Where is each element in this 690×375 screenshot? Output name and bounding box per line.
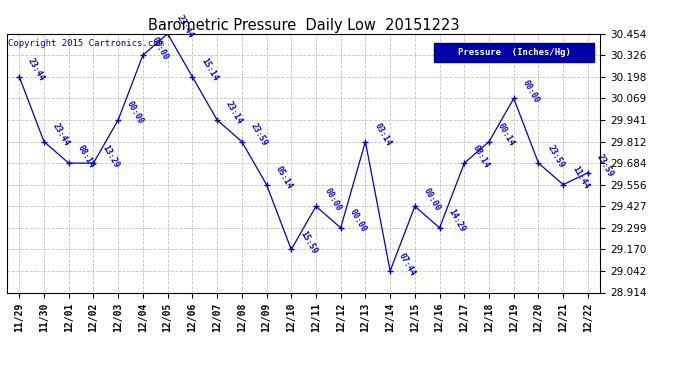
Text: 00:00: 00:00 xyxy=(125,100,146,126)
Text: 23:59: 23:59 xyxy=(595,153,615,179)
Text: 23:44: 23:44 xyxy=(51,122,71,148)
Text: 23:59: 23:59 xyxy=(545,143,566,169)
Text: 15:14: 15:14 xyxy=(199,57,219,83)
Text: 03:14: 03:14 xyxy=(373,122,393,148)
FancyBboxPatch shape xyxy=(434,43,594,62)
Text: 08:14: 08:14 xyxy=(76,143,96,169)
Text: 23:44: 23:44 xyxy=(26,57,46,83)
Text: 23:44: 23:44 xyxy=(175,14,195,40)
Text: 05:14: 05:14 xyxy=(273,165,294,191)
Text: 00:00: 00:00 xyxy=(422,186,442,213)
Title: Barometric Pressure  Daily Low  20151223: Barometric Pressure Daily Low 20151223 xyxy=(148,18,460,33)
Text: 00:00: 00:00 xyxy=(150,35,170,62)
Text: Copyright 2015 Cartronics.com: Copyright 2015 Cartronics.com xyxy=(8,39,164,48)
Text: Pressure  (Inches/Hg): Pressure (Inches/Hg) xyxy=(458,48,571,57)
Text: 00:00: 00:00 xyxy=(323,186,343,213)
Text: 00:14: 00:14 xyxy=(496,122,516,148)
Text: 07:44: 07:44 xyxy=(397,251,417,277)
Text: 13:29: 13:29 xyxy=(100,143,121,169)
Text: 08:14: 08:14 xyxy=(471,143,491,169)
Text: 14:29: 14:29 xyxy=(446,208,467,234)
Text: 00:00: 00:00 xyxy=(348,208,368,234)
Text: 15:59: 15:59 xyxy=(298,230,319,256)
Text: 11:44: 11:44 xyxy=(570,165,591,191)
Text: 23:59: 23:59 xyxy=(248,122,269,148)
Text: 23:14: 23:14 xyxy=(224,100,244,126)
Text: 00:00: 00:00 xyxy=(521,78,541,105)
